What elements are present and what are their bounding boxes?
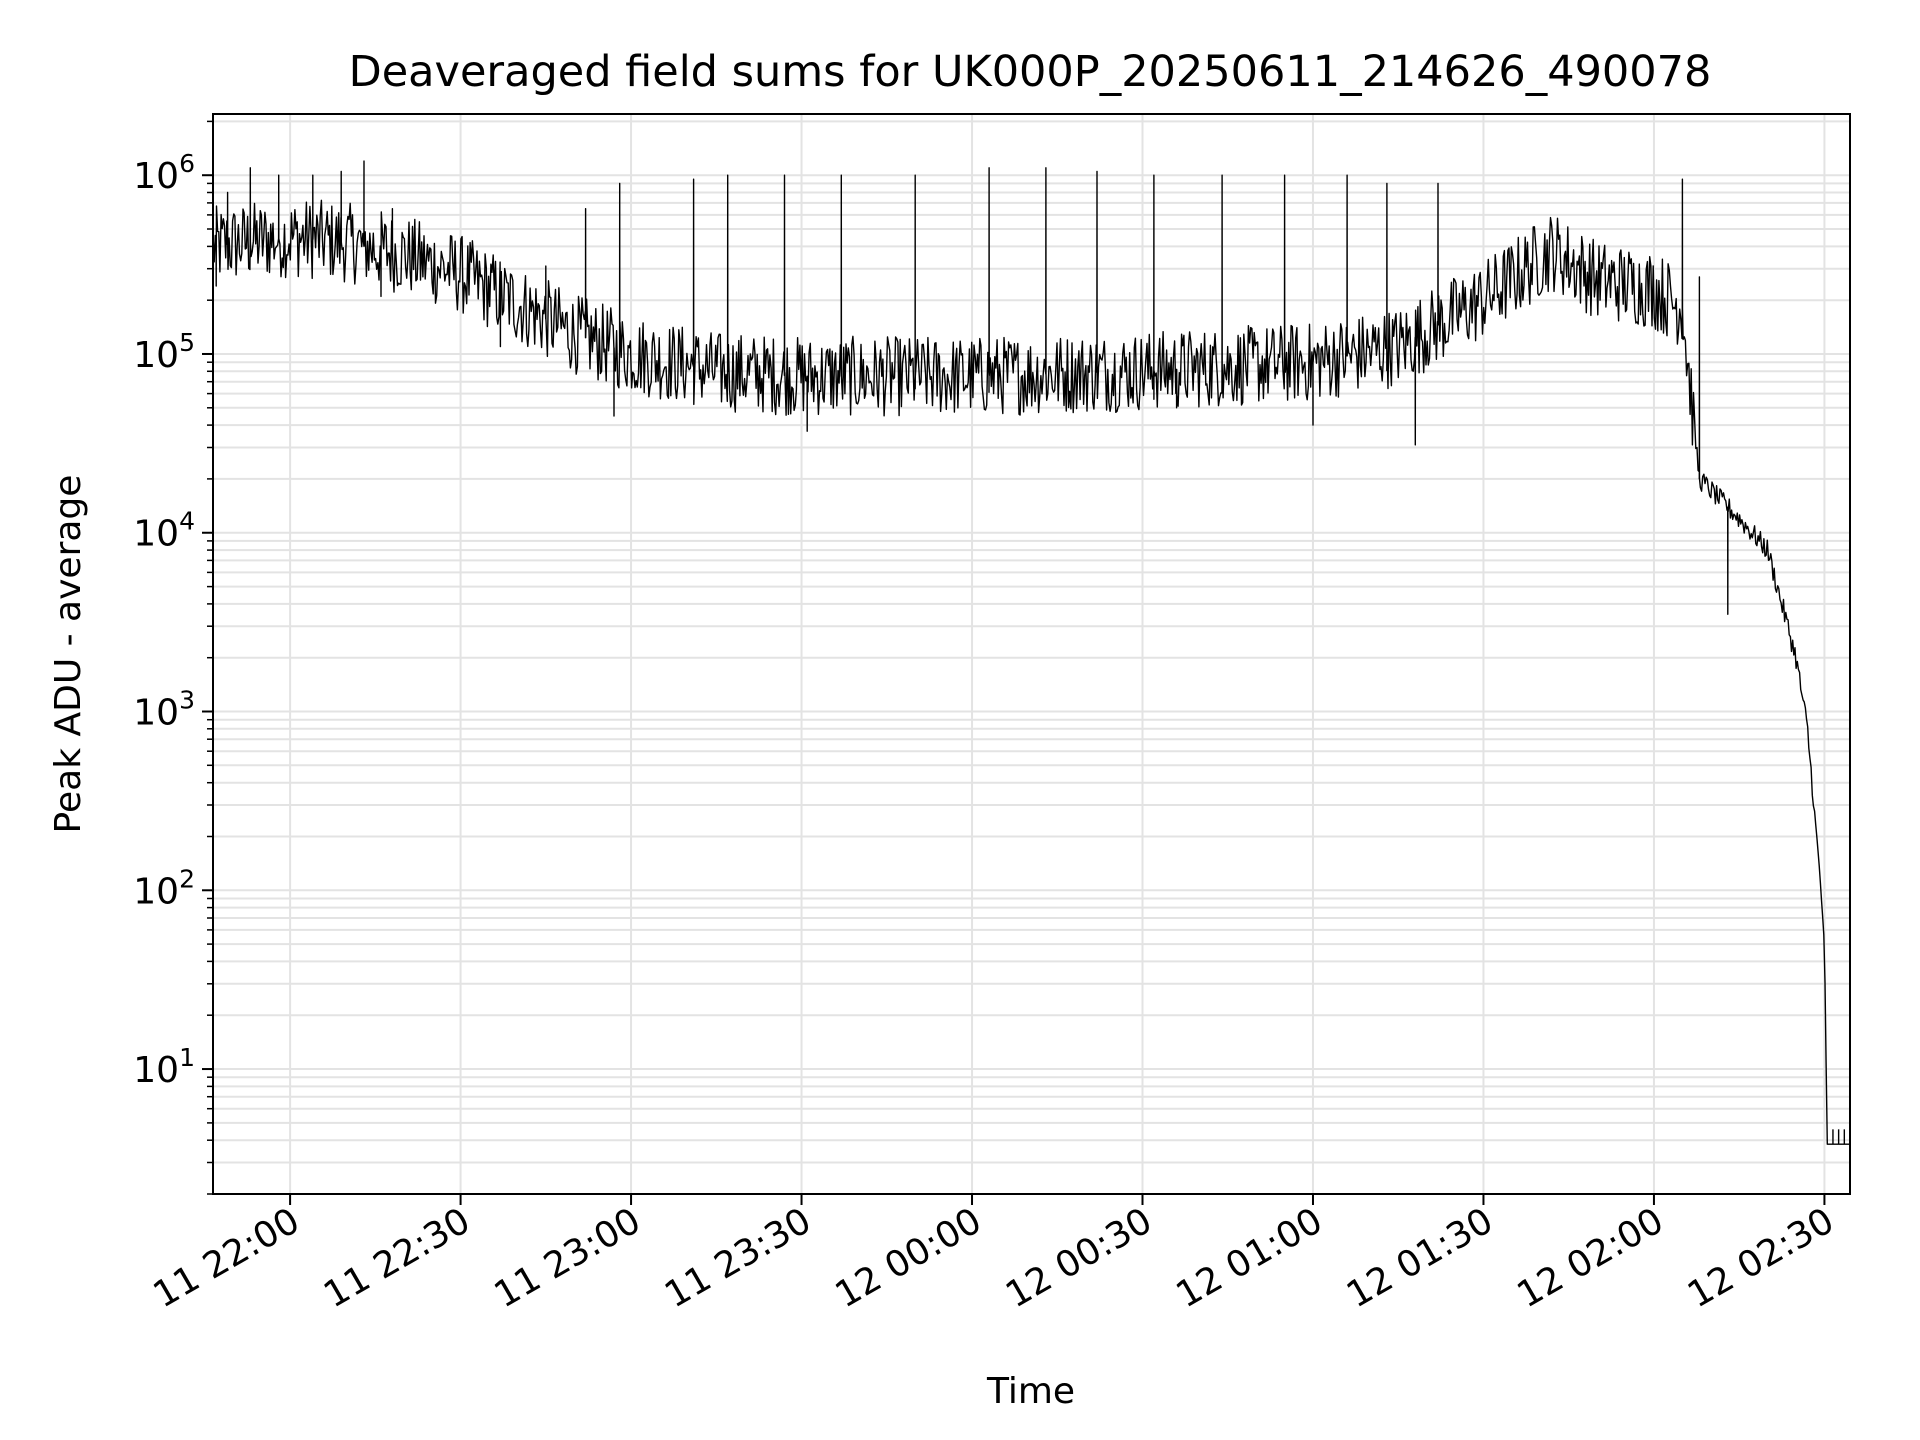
plot-frame (212, 113, 1851, 1195)
x-tick-label: 11 22:00 (147, 1200, 307, 1316)
y-tick-label: 105 (133, 328, 195, 376)
x-tick-label: 11 22:30 (317, 1200, 477, 1316)
x-tick-label: 12 02:30 (1681, 1200, 1841, 1316)
y-tick-label: 106 (133, 149, 195, 197)
y-tick-label: 101 (133, 1043, 195, 1091)
y-tick-label: 102 (133, 864, 195, 912)
x-tick-label: 12 01:30 (1340, 1200, 1500, 1316)
x-tick-label: 12 02:00 (1511, 1200, 1671, 1316)
y-axis-label: Peak ADU - average (48, 475, 89, 834)
series-line (212, 160, 1850, 1145)
x-tick-label: 11 23:00 (488, 1200, 648, 1316)
y-axis: 101 102 103 104 105 106 (133, 120, 213, 1195)
y-tick-label: 104 (133, 507, 195, 555)
series (212, 160, 1850, 1145)
x-tick-label: 12 00:30 (999, 1200, 1159, 1316)
y-tick-label: 103 (133, 686, 195, 734)
x-axis-label: Time (986, 1371, 1075, 1412)
grid (213, 114, 1850, 1195)
x-tick-label: 12 00:00 (829, 1200, 989, 1316)
x-tick-label: 11 23:30 (658, 1200, 818, 1316)
x-tick-label: 12 01:00 (1170, 1200, 1330, 1316)
x-axis: 11 22:00 11 22:30 11 23:00 11 23:30 12 00:00… (147, 1194, 1841, 1316)
chart-title: Deaveraged field sums for UK000P_2025061… (349, 47, 1712, 97)
